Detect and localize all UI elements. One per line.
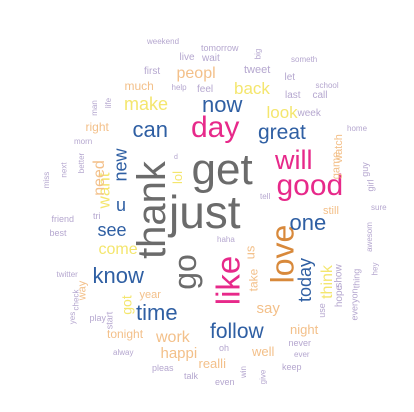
- word-tweet: tweet: [244, 63, 271, 76]
- word-follow: follow: [210, 319, 264, 343]
- word-come: come: [98, 241, 138, 258]
- word-work: work: [156, 329, 190, 346]
- word-ever: ever: [294, 350, 310, 359]
- word-time: time: [136, 300, 178, 325]
- word-us: us: [242, 245, 258, 259]
- word-u: u: [116, 195, 127, 215]
- word-everyon: everyon: [349, 287, 360, 321]
- word-got: got: [118, 295, 135, 315]
- word-someth: someth: [291, 55, 318, 64]
- word-home: home: [347, 124, 368, 133]
- word-big: big: [252, 48, 262, 60]
- word-tell: tell: [260, 192, 271, 201]
- word-well: well: [252, 343, 275, 359]
- word-happi: happi: [160, 344, 198, 362]
- word-take: take: [245, 268, 260, 292]
- word-feel: feel: [197, 84, 214, 95]
- word-start: start: [104, 311, 115, 329]
- word-man: man: [89, 100, 99, 116]
- word-next: next: [59, 162, 69, 178]
- word-guy: guy: [359, 161, 370, 177]
- word-use: use: [316, 302, 327, 318]
- word-today: today: [295, 257, 316, 303]
- word-oh: oh: [219, 342, 230, 353]
- word-check: check: [70, 289, 80, 311]
- word-week: week: [297, 108, 321, 119]
- word-play: play: [89, 312, 107, 323]
- word-day: day: [191, 111, 240, 144]
- word-can: can: [132, 117, 168, 142]
- word-first: first: [144, 66, 161, 77]
- word-live: live: [179, 52, 195, 63]
- word-say: say: [256, 299, 280, 317]
- word-show: show: [333, 264, 345, 288]
- word-even: even: [215, 376, 235, 387]
- word-see: see: [97, 220, 127, 240]
- word-win: win: [239, 365, 249, 379]
- word-best: best: [49, 227, 67, 238]
- word-get: get: [191, 145, 253, 194]
- word-one: one: [289, 210, 327, 235]
- word-yes: yes: [68, 311, 78, 325]
- word-never: never: [288, 337, 312, 348]
- word-tonight: tonight: [107, 327, 144, 341]
- word-back: back: [234, 78, 270, 98]
- word-much: much: [124, 79, 154, 93]
- word-thing: thing: [351, 268, 362, 288]
- word-keep: keep: [282, 361, 302, 372]
- word-year: year: [139, 288, 161, 301]
- word-weekend: weekend: [147, 37, 180, 46]
- word-let: let: [284, 72, 296, 83]
- word-look: look: [266, 102, 298, 122]
- word-make: make: [124, 94, 169, 114]
- word-girl: girl: [365, 178, 376, 192]
- word-just: just: [169, 186, 241, 238]
- word-better: better: [77, 152, 87, 174]
- word-game: game: [330, 151, 343, 179]
- word-right: right: [85, 120, 109, 134]
- word-d: d: [174, 153, 178, 161]
- word-awesom: awesom: [364, 222, 374, 252]
- word-school: school: [315, 81, 339, 90]
- word-tri: tri: [93, 210, 101, 221]
- word-life: life: [104, 97, 114, 109]
- word-last: last: [285, 90, 301, 101]
- word-sure: sure: [371, 203, 387, 212]
- word-need: need: [90, 160, 108, 196]
- word-pleas: pleas: [152, 362, 174, 373]
- word-give: give: [257, 369, 267, 385]
- word-know: know: [92, 263, 144, 288]
- word-like: like: [209, 255, 247, 305]
- word-lol: lol: [169, 170, 185, 184]
- word-now: now: [202, 92, 243, 117]
- word-friend: friend: [51, 213, 75, 224]
- word-haha: haha: [217, 235, 235, 244]
- word-tomorrow: tomorrow: [201, 42, 239, 53]
- word-will: will: [275, 144, 313, 175]
- word-peopl: peopl: [176, 65, 216, 82]
- word-great: great: [258, 120, 306, 144]
- word-call: call: [312, 90, 328, 101]
- word-twitter: twitter: [56, 270, 78, 279]
- word-go: go: [166, 254, 203, 290]
- word-talk: talk: [184, 370, 199, 381]
- word-wait: wait: [202, 53, 220, 64]
- word-good: good: [276, 169, 344, 202]
- word-hope: hope: [334, 284, 346, 308]
- word-miss: miss: [42, 171, 52, 189]
- word-realli: realli: [198, 355, 226, 371]
- word-hey: hey: [369, 262, 379, 276]
- word-alway: alway: [113, 348, 134, 357]
- word-still: still: [323, 204, 339, 217]
- word-night: night: [290, 321, 319, 337]
- word-morn: morn: [74, 137, 93, 146]
- word-new: new: [110, 148, 131, 182]
- word-help: help: [171, 83, 187, 92]
